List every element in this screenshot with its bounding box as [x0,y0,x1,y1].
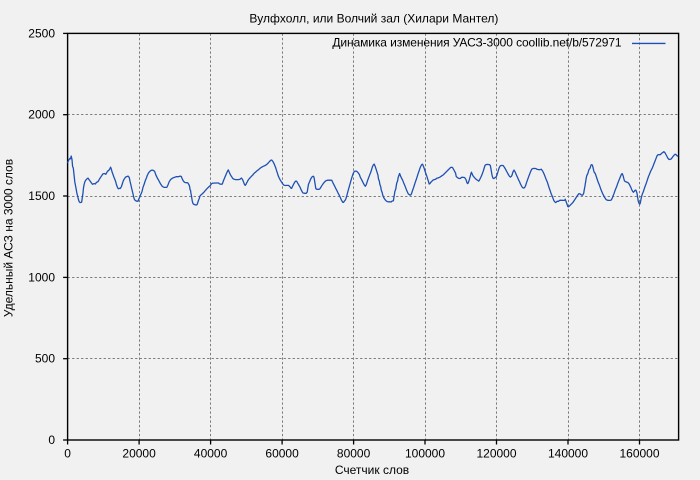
svg-text:1500: 1500 [28,189,55,203]
svg-text:2000: 2000 [28,108,55,122]
svg-text:20000: 20000 [122,447,156,461]
svg-text:2500: 2500 [28,26,55,40]
svg-text:60000: 60000 [265,447,299,461]
svg-text:120000: 120000 [476,447,516,461]
svg-text:100000: 100000 [405,447,445,461]
svg-text:0: 0 [64,447,71,461]
svg-text:500: 500 [35,352,55,366]
svg-text:0: 0 [48,433,55,447]
svg-text:40000: 40000 [194,447,228,461]
svg-text:1000: 1000 [28,270,55,284]
svg-text:Удельный АСЗ на 3000 слов: Удельный АСЗ на 3000 слов [2,159,16,317]
svg-text:Счетчик слов: Счетчик слов [335,463,409,477]
svg-text:Вулфхолл, или Волчий зал (Хила: Вулфхолл, или Волчий зал (Хилари Мантел) [249,11,498,25]
svg-text:80000: 80000 [337,447,371,461]
svg-text:Динамика изменения УАСЗ-3000 c: Динамика изменения УАСЗ-3000 coollib.net… [332,36,622,50]
svg-text:160000: 160000 [619,447,659,461]
svg-text:140000: 140000 [548,447,588,461]
